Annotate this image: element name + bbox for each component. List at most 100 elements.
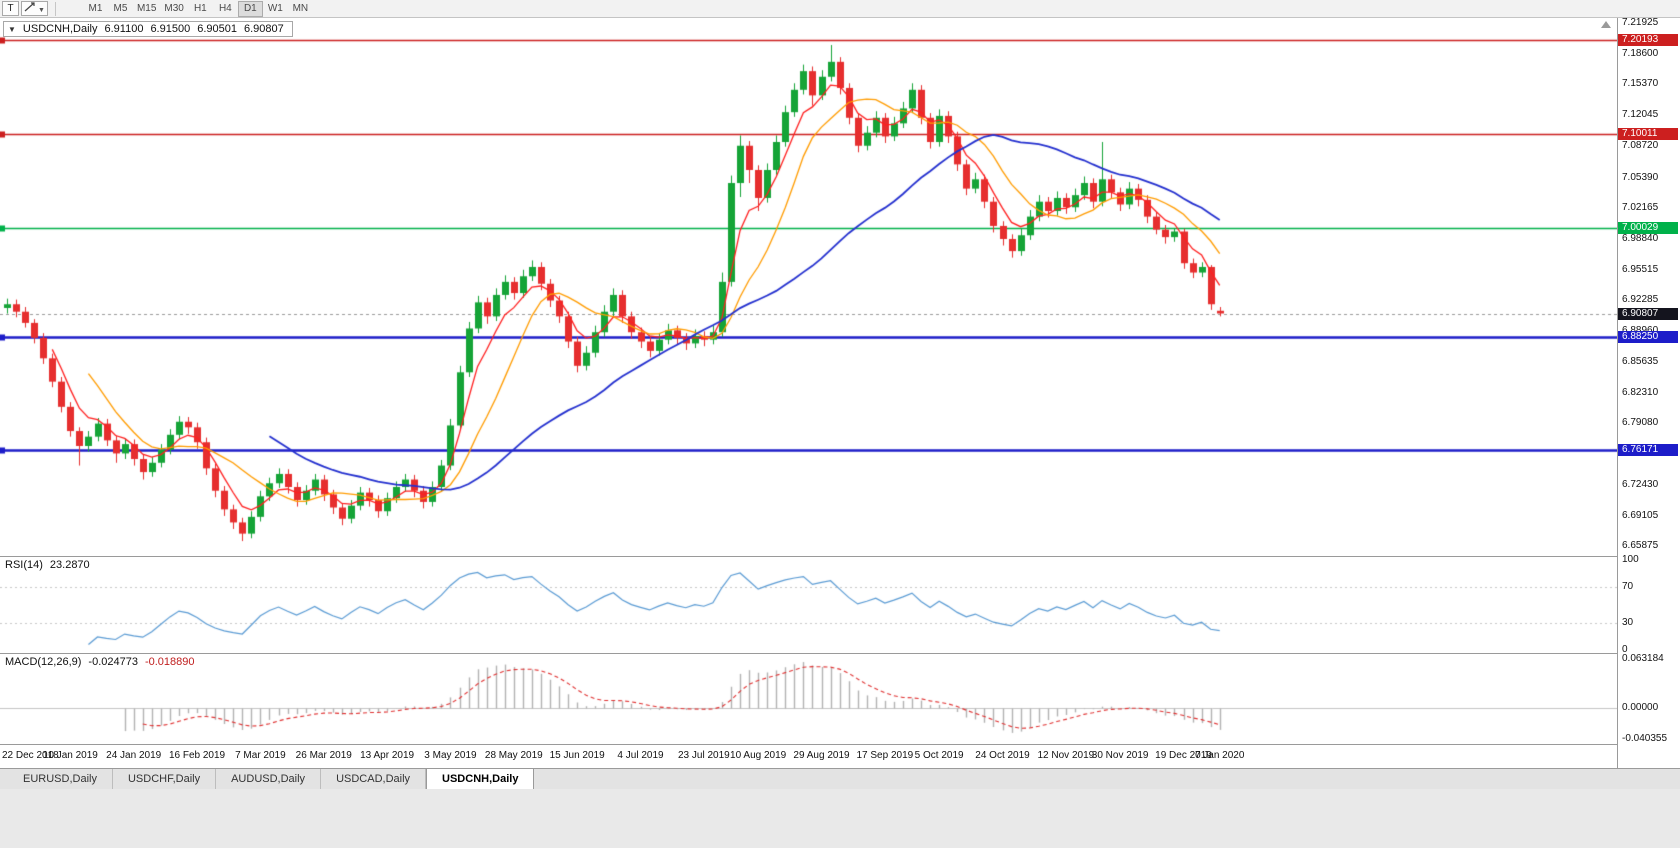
chart-low-value: 6.90501 <box>197 23 237 35</box>
price-tick-label: 6.65875 <box>1622 539 1659 551</box>
rsi-value: 23.2870 <box>49 559 90 571</box>
dropdown-caret-icon: ▼ <box>38 7 45 14</box>
macd-tick-label: -0.040355 <box>1622 732 1668 744</box>
chart-shift-marker-icon[interactable] <box>1601 21 1611 28</box>
symbol-dropdown-icon[interactable]: ▼ <box>8 24 16 34</box>
drawing-tool-icon <box>24 2 35 12</box>
macd-main-value: -0.024773 <box>88 656 138 668</box>
date-axis-label: 7 Mar 2019 <box>235 750 286 761</box>
price-tick-label: 7.12045 <box>1622 109 1659 121</box>
price-tick-label: 7.08720 <box>1622 140 1659 152</box>
price-tick-label: 6.72430 <box>1622 478 1659 490</box>
chart-close-value: 6.90807 <box>243 23 284 35</box>
price-line-label: 7.10011 <box>1618 128 1678 141</box>
date-axis-label: 10 Aug 2019 <box>730 750 787 761</box>
time-axis[interactable]: 22 Dec 2018 10 Jan 2019 24 Jan 2019 16 Feb … <box>0 745 1617 768</box>
price-tick-label: 6.79080 <box>1622 416 1659 428</box>
date-axis-label: 19 Dec 2019 <box>1155 750 1212 761</box>
price-tick-label: 6.82310 <box>1622 386 1659 398</box>
rsi-panel-header: RSI(14) 23.2870 <box>5 559 90 571</box>
macd-label: MACD(12,26,9) <box>5 656 82 668</box>
timeframe-button-group: M1 M5 M15 M30 H1 H4 D1 W1 MN <box>83 0 313 17</box>
chart-info-box[interactable]: ▼ USDCNH,Daily 6.91100 6.91500 6.90501 6… <box>3 21 293 37</box>
rsi-indicator-canvas[interactable] <box>0 557 1617 653</box>
timeframe-button-m15[interactable]: M15 <box>133 1 160 17</box>
date-axis-label: 13 Apr 2019 <box>360 750 415 761</box>
date-axis-label: 26 Mar 2019 <box>295 750 352 761</box>
macd-signal-value: -0.018890 <box>144 656 195 668</box>
price-line-label: 7.00029 <box>1618 221 1678 234</box>
chart-open-value: 6.91100 <box>104 23 144 35</box>
tab-usdcnh-daily[interactable]: USDCNH,Daily <box>426 769 535 789</box>
date-axis-label: 15 Jun 2019 <box>549 750 605 761</box>
chart-tab-bar: EURUSD,Daily USDCHF,Daily AUDUSD,Daily USDC… <box>0 768 1680 789</box>
price-axis[interactable]: 7.21925 7.18600 7.15370 7.12045 7.08720 7.053… <box>1618 18 1680 768</box>
date-axis-label: 29 Aug 2019 <box>793 750 850 761</box>
date-axis-label: 3 May 2019 <box>424 750 477 761</box>
text-tool-button[interactable]: T <box>2 1 19 16</box>
price-tick-label: 6.85635 <box>1622 355 1659 367</box>
timeframe-button-m5[interactable]: M5 <box>108 1 133 17</box>
price-tick-label: 7.21925 <box>1622 17 1659 29</box>
timeframe-button-w1[interactable]: W1 <box>263 1 288 17</box>
tab-usdchf-daily[interactable]: USDCHF,Daily <box>112 769 217 789</box>
date-axis-label: 24 Oct 2019 <box>975 750 1030 761</box>
date-axis-label: 30 Nov 2019 <box>1091 750 1149 761</box>
chart-high-value: 6.91500 <box>150 23 191 35</box>
price-tick-label: 7.05390 <box>1622 171 1659 183</box>
price-tick-label: 7.18600 <box>1622 48 1659 60</box>
date-axis-label: 17 Sep 2019 <box>856 750 914 761</box>
price-tick-label: 6.98840 <box>1622 232 1659 244</box>
price-line-label: 6.76171 <box>1618 443 1678 456</box>
price-tick-label: 6.92285 <box>1622 293 1659 305</box>
date-axis-label: 4 Jul 2019 <box>617 750 664 761</box>
timeframe-button-h1[interactable]: H1 <box>188 1 213 17</box>
rsi-tick-label: 100 <box>1622 554 1639 565</box>
bottom-filler <box>0 789 1680 848</box>
date-axis-label: 12 Nov 2019 <box>1037 750 1095 761</box>
chart-region: ▼ USDCNH,Daily 6.91100 6.91500 6.90501 6… <box>0 18 1680 768</box>
macd-tick-label: 0.063184 <box>1622 653 1664 665</box>
macd-indicator-canvas[interactable] <box>0 654 1617 744</box>
rsi-tick-label: 30 <box>1622 617 1634 628</box>
timeframe-button-m1[interactable]: M1 <box>83 1 108 17</box>
tab-eurusd-daily[interactable]: EURUSD,Daily <box>8 769 113 789</box>
price-tick-label: 6.69105 <box>1622 509 1659 521</box>
panel-separator[interactable] <box>0 556 1680 557</box>
timeframe-button-mn[interactable]: MN <box>288 1 313 17</box>
drawing-tools-button[interactable]: ▼ <box>21 1 48 16</box>
top-toolbar: T ▼ M1 M5 M15 M30 H1 H4 D1 W1 MN <box>0 0 1680 18</box>
panel-separator[interactable] <box>0 744 1680 745</box>
rsi-tick-label: 70 <box>1622 581 1634 592</box>
price-tick-label: 6.88960 <box>1622 324 1659 336</box>
date-axis-label: 24 Jan 2019 <box>106 750 162 761</box>
timeframe-button-m30[interactable]: M30 <box>160 1 187 17</box>
price-tick-label: 7.15370 <box>1622 78 1659 90</box>
main-price-chart-canvas[interactable] <box>0 18 1617 556</box>
rsi-tick-label: 0 <box>1622 644 1628 655</box>
current-price-label: 6.90807 <box>1618 307 1678 320</box>
macd-panel-header: MACD(12,26,9) -0.024773 -0.018890 <box>5 656 195 668</box>
timeframe-button-h4[interactable]: H4 <box>213 1 238 17</box>
date-axis-label: 22 Dec 2018 <box>2 750 59 761</box>
price-tick-label: 6.95515 <box>1622 263 1659 275</box>
panel-separator[interactable] <box>0 653 1680 654</box>
price-line-label: 6.88250 <box>1618 331 1678 344</box>
date-axis-label: 16 Feb 2019 <box>168 750 226 761</box>
tab-usdcad-daily[interactable]: USDCAD,Daily <box>321 769 427 789</box>
date-axis-label: 5 Oct 2019 <box>914 750 964 761</box>
price-axis-border <box>1617 18 1618 768</box>
rsi-label: RSI(14) <box>5 559 43 571</box>
chart-symbol-label: USDCNH,Daily <box>22 23 98 35</box>
timeframe-button-d1[interactable]: D1 <box>237 0 263 17</box>
date-axis-label: 28 May 2019 <box>484 750 543 761</box>
date-axis-label: 23 Jul 2019 <box>677 750 730 761</box>
macd-tick-label: 0.00000 <box>1622 701 1659 713</box>
toolbar-separator <box>54 1 56 16</box>
date-axis-label: 10 Jan 2019 <box>42 750 98 761</box>
price-line-label: 7.20193 <box>1618 33 1678 46</box>
tab-audusd-daily[interactable]: AUDUSD,Daily <box>216 769 322 789</box>
date-axis-label: 7 Jan 2020 <box>1194 750 1245 761</box>
price-tick-label: 7.02165 <box>1622 201 1659 213</box>
